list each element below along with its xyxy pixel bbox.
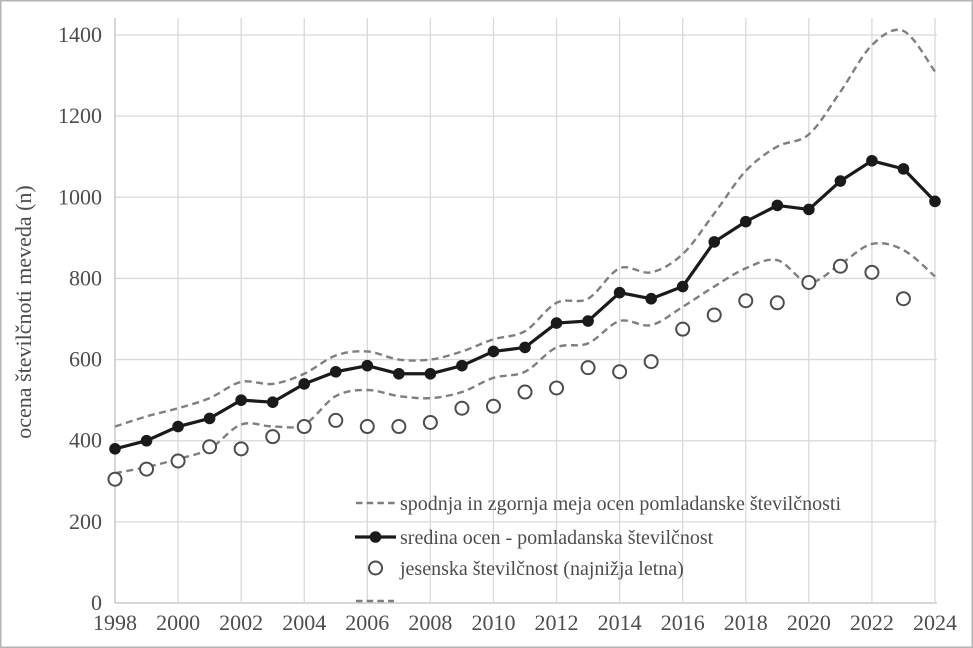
upper-bound-line (114, 28, 936, 428)
x-tick-label: 2022 (850, 610, 894, 635)
mid-estimate-point (613, 286, 626, 299)
x-tick-label: 2020 (787, 610, 831, 635)
autumn-count-point (296, 419, 312, 435)
mid-estimate-point (329, 365, 342, 378)
mid-estimate-point (203, 412, 216, 425)
plot-area: 0 200 400 600 800 1000 1200 1400 1998 2000 2002 200… (58, 18, 957, 635)
legend-filled-circle-sample (369, 531, 382, 543)
mid-estimate-point (803, 203, 815, 216)
y-tick-label: 1000 (58, 184, 102, 209)
mid-estimate-point (676, 280, 689, 293)
autumn-count-point (107, 471, 123, 487)
x-tick-label: 1998 (93, 610, 137, 635)
x-tick-label: 2016 (661, 610, 705, 635)
x-tick-label: 2024 (913, 610, 957, 635)
y-tick-label: 600 (69, 347, 102, 372)
mid-estimate-point (140, 434, 153, 447)
legend-label-bounds: spodnja in zgornja meja ocen pomladanske… (400, 493, 841, 515)
mid-estimate-point (361, 359, 374, 372)
y-tick-label: 1400 (58, 22, 102, 47)
mid-estimate-point (456, 359, 468, 372)
mid-estimate-point (866, 154, 878, 167)
y-axis-title: ocena številčnoti meveda (n) (11, 185, 36, 439)
x-tick-label: 2010 (471, 610, 515, 635)
x-tick-label: 2000 (156, 610, 200, 635)
autumn-count-point (675, 321, 691, 337)
legend-open-circle-sample (368, 560, 383, 576)
mid-estimate-point (582, 315, 594, 327)
legend-label-mid: sredina ocen - pomladanska številčnost (400, 527, 714, 549)
x-tick-label: 2018 (724, 610, 768, 635)
y-tick-label: 1200 (58, 103, 102, 128)
x-tick-label: 2006 (345, 610, 389, 635)
y-tick-label: 0 (91, 590, 102, 615)
autumn-count-point (265, 429, 281, 445)
mid-estimate-point (929, 195, 941, 208)
mid-estimate-point (771, 199, 784, 212)
x-tick-label: 2002 (219, 610, 263, 635)
autumn-count-point (233, 441, 249, 457)
autumn-count-point (170, 453, 186, 469)
mid-estimate-point (393, 367, 405, 380)
autumn-count-point (832, 258, 848, 274)
autumn-count-point (801, 274, 817, 290)
mid-estimate-point (266, 396, 279, 408)
autumn-count-point (454, 400, 470, 416)
autumn-count-point (864, 264, 880, 280)
y-tick-label: 400 (69, 428, 102, 453)
mid-estimate-point (298, 378, 311, 390)
mid-estimate-point (172, 420, 184, 433)
mid-estimate-point (424, 367, 437, 380)
legend-entry-autumn: jesenska številčnost (najnižja letna) (368, 558, 684, 580)
autumn-count-point (139, 461, 155, 477)
autumn-count-point (895, 291, 911, 307)
mid-estimate-point (550, 317, 563, 329)
autumn-count-point (612, 364, 628, 380)
legend-entry-mid: sredina ocen - pomladanska številčnost (355, 527, 714, 549)
x-tick-label: 2012 (535, 610, 579, 635)
autumn-count-point (769, 295, 785, 311)
legend-label-autumn: jesenska številčnost (najnižja letna) (399, 558, 684, 580)
x-tick-label: 2008 (408, 610, 452, 635)
autumn-count-point (643, 354, 659, 370)
mid-estimate-point (109, 443, 121, 455)
autumn-count-point (706, 307, 722, 323)
autumn-count-point (517, 384, 533, 400)
lower-bound-line (114, 241, 936, 475)
mid-estimate-point (519, 341, 531, 354)
autumn-count-point (549, 380, 565, 396)
legend: spodnja in zgornja meja ocen pomladanske… (355, 493, 841, 603)
mid-estimate-point (897, 163, 910, 175)
mid-estimate-point (708, 236, 721, 248)
mid-estimate-point (645, 292, 657, 305)
legend-entry-bounds: spodnja in zgornja meja ocen pomladanske… (356, 493, 841, 515)
autumn-count-point (202, 439, 218, 455)
autumn-count-point (359, 419, 375, 435)
mid-estimate-line (114, 159, 937, 451)
mid-estimate-point (834, 175, 847, 187)
autumn-count-point (580, 360, 596, 376)
mid-estimate-point (487, 345, 500, 358)
x-tick-label: 2004 (282, 610, 326, 635)
autumn-count-point (391, 419, 407, 435)
autumn-count-point (328, 412, 344, 428)
mid-estimate-point (235, 394, 247, 406)
autumn-count-point (485, 398, 501, 414)
x-tick-label: 2014 (598, 610, 642, 635)
mid-estimate-point (739, 215, 752, 228)
y-tick-label: 200 (69, 509, 102, 534)
autumn-count-point (422, 414, 438, 430)
autumn-count-point (738, 293, 754, 309)
y-tick-label: 800 (69, 265, 102, 290)
